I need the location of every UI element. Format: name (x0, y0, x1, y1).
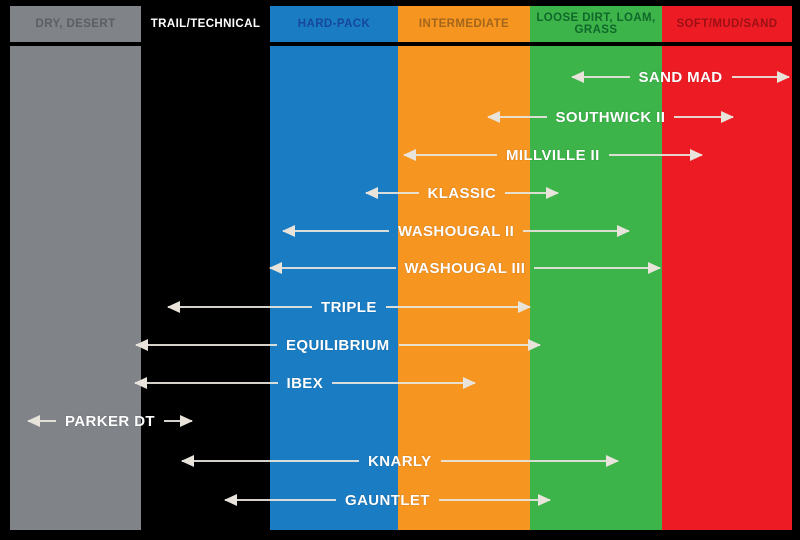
tire-name-label: TRIPLE (321, 298, 377, 316)
tire-range-row[interactable]: EQUILIBRIUM (135, 334, 541, 356)
arrow-left-icon (487, 106, 547, 128)
terrain-column-body (398, 46, 530, 530)
terrain-column-header: TRAIL/TECHNICAL (141, 6, 270, 42)
arrow-right-icon (608, 144, 703, 166)
terrain-column-body (662, 46, 792, 530)
terrain-column-body (10, 46, 141, 530)
arrow-left-icon (224, 489, 336, 511)
tire-range-row[interactable]: KNARLY (181, 450, 619, 472)
terrain-column-header: INTERMEDIATE (398, 6, 530, 42)
tire-range-row[interactable]: WASHOUGAL III (269, 257, 661, 279)
tire-name-label: MILLVILLE II (506, 146, 600, 164)
tire-range-row[interactable]: MILLVILLE II (403, 144, 703, 166)
tire-name-label: IBEX (286, 374, 324, 392)
tire-range-row[interactable]: SAND MAD (571, 66, 791, 88)
arrow-left-icon (403, 144, 497, 166)
terrain-column: TRAIL/TECHNICAL (141, 6, 270, 530)
tire-range-row[interactable]: TRIPLE (167, 296, 531, 318)
tire-name-label: SOUTHWICK II (555, 108, 666, 126)
terrain-column-header: HARD-PACK (270, 6, 398, 42)
arrow-right-icon (385, 296, 531, 318)
arrow-left-icon (134, 372, 278, 394)
arrow-left-icon (167, 296, 312, 318)
terrain-column: LOOSE DIRT, LOAM, GRASS (530, 6, 662, 530)
terrain-column-body (270, 46, 398, 530)
tire-name-label: GAUNTLET (345, 491, 430, 509)
tire-range-row[interactable]: KLASSIC (365, 182, 559, 204)
terrain-column: HARD-PACK (270, 6, 398, 530)
terrain-column-header: SOFT/MUD/SAND (662, 6, 792, 42)
arrow-left-icon (181, 450, 359, 472)
arrow-right-icon (505, 182, 559, 204)
arrow-left-icon (269, 257, 396, 279)
arrow-right-icon (731, 66, 791, 88)
terrain-column-header: DRY, DESERT (10, 6, 141, 42)
tire-name-label: KNARLY (368, 452, 432, 470)
tire-name-label: EQUILIBRIUM (286, 336, 390, 354)
tire-range-row[interactable]: IBEX (134, 372, 476, 394)
tire-range-row[interactable]: WASHOUGAL II (282, 220, 631, 242)
arrow-right-icon (440, 450, 619, 472)
tire-name-label: PARKER DT (65, 412, 155, 430)
arrow-right-icon (523, 220, 631, 242)
arrow-right-icon (674, 106, 734, 128)
arrow-left-icon (282, 220, 389, 242)
tire-range-row[interactable]: GAUNTLET (224, 489, 551, 511)
arrow-right-icon (534, 257, 661, 279)
arrow-right-icon (164, 410, 193, 432)
terrain-column-body (141, 46, 270, 530)
terrain-column: INTERMEDIATE (398, 6, 530, 530)
terrain-column: DRY, DESERT (10, 6, 141, 530)
terrain-column-body (530, 46, 662, 530)
tire-name-label: WASHOUGAL III (404, 259, 526, 277)
arrow-left-icon (365, 182, 419, 204)
terrain-column: SOFT/MUD/SAND (662, 6, 792, 530)
tire-range-row[interactable]: SOUTHWICK II (487, 106, 734, 128)
arrow-left-icon (135, 334, 277, 356)
tire-name-label: KLASSIC (427, 184, 497, 202)
tire-name-label: WASHOUGAL II (398, 222, 515, 240)
arrow-left-icon (571, 66, 630, 88)
terrain-column-header: LOOSE DIRT, LOAM, GRASS (530, 6, 662, 42)
tire-range-row[interactable]: PARKER DT (27, 410, 193, 432)
arrow-left-icon (27, 410, 56, 432)
tire-name-label: SAND MAD (638, 68, 723, 86)
arrow-right-icon (438, 489, 551, 511)
arrow-right-icon (398, 334, 541, 356)
arrow-right-icon (332, 372, 476, 394)
